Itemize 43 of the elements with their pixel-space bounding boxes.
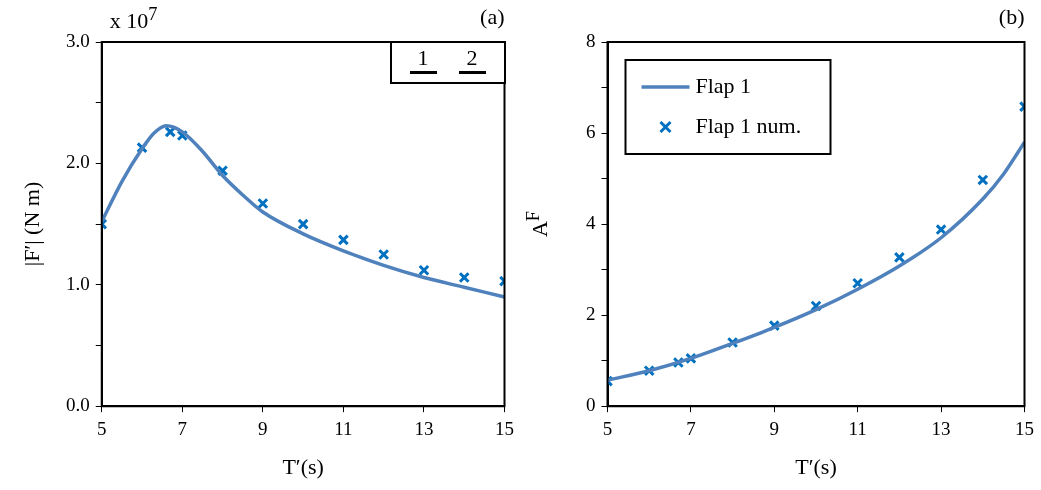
point (377, 248, 390, 261)
y-axis-title: |F′| (N m) (18, 181, 45, 267)
point (893, 251, 906, 264)
annotation: 1 (409, 45, 437, 74)
y-tick-label: 8 (586, 29, 596, 51)
x-tick-label: 13 (414, 417, 434, 439)
x-axis-title: T′(s) (795, 454, 837, 481)
x-tick-label: 9 (258, 417, 268, 439)
line-series (607, 140, 1025, 382)
point (418, 264, 430, 276)
text: (b) (998, 4, 1025, 30)
x-tick-label: 15 (1015, 417, 1034, 439)
legend-label: Flap 1 num. (695, 112, 802, 138)
y-tick-label: 2 (586, 303, 596, 325)
point (337, 234, 350, 246)
x-tick-label: 13 (931, 417, 951, 439)
point (458, 271, 470, 284)
text: x 10$^{7}$ (109, 4, 158, 35)
y-tick-label: 3.0 (66, 29, 90, 51)
x-tick-label: 11 (334, 417, 353, 439)
x-tick-label: 5 (602, 417, 613, 439)
x-tick-label: 7 (177, 417, 188, 439)
x-tick-label: 5 (97, 417, 107, 439)
point (297, 218, 309, 230)
y-tick-label: 1.0 (66, 272, 90, 294)
point (216, 164, 229, 177)
line-series (101, 124, 505, 299)
y-tick-label: 6 (586, 121, 596, 143)
x-tick-label: 7 (686, 417, 696, 439)
y-tick-label: 2.0 (66, 151, 90, 173)
x-axis-title: T′(s) (282, 454, 324, 481)
y-tick-label: 0 (586, 394, 596, 416)
point (977, 174, 989, 186)
y-tick-label: 0.0 (66, 394, 90, 416)
x-tick-label: 15 (495, 417, 514, 439)
text: (a) (480, 4, 505, 30)
x-tick-label: 9 (769, 417, 780, 439)
point (935, 223, 947, 236)
point (257, 197, 269, 210)
x-tick-label: 11 (848, 417, 867, 439)
annotation: 2 (458, 45, 486, 74)
legend-label: Flap 1 (695, 72, 752, 98)
y-tick-label: 4 (586, 212, 596, 234)
